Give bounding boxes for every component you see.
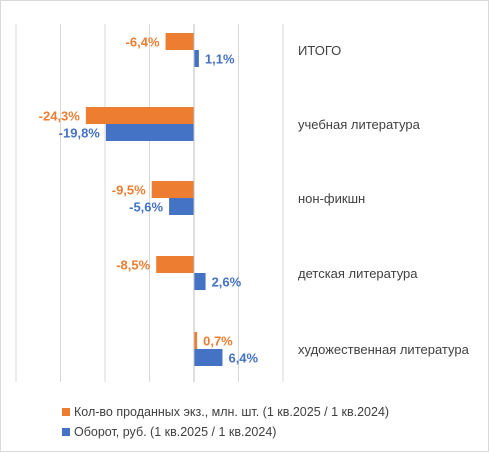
category-label: художественная литература (298, 342, 470, 357)
bar-units (165, 33, 194, 50)
data-label: -5,6% (129, 200, 163, 215)
legend-item-units: Кол-во проданных экз., млн. шт. (1 кв.20… (62, 402, 389, 422)
legend-swatch-units (62, 408, 70, 416)
data-label: 2,6% (212, 275, 242, 290)
bar-units (151, 181, 194, 198)
data-label: -9,5% (112, 183, 146, 198)
bar-turnover (105, 124, 194, 141)
bar-turnover (194, 273, 206, 290)
data-label: 0,7% (203, 334, 233, 349)
category-label: учебная литература (298, 117, 421, 132)
data-label: -8,5% (116, 258, 150, 273)
data-label: -6,4% (126, 35, 160, 50)
data-label: 6,4% (228, 351, 258, 366)
bar-turnover (169, 198, 194, 215)
bar-turnover (194, 50, 199, 67)
bar-units (156, 256, 194, 273)
data-label: -24,3% (39, 109, 81, 124)
category-label: ИТОГО (298, 43, 341, 58)
category-label: нон-фикшн (298, 191, 365, 206)
category-label: детская литература (298, 266, 418, 281)
bar-units (194, 332, 198, 349)
legend-swatch-turnover (62, 428, 70, 436)
data-label: 1,1% (205, 52, 235, 67)
legend-label-units: Кол-во проданных экз., млн. шт. (1 кв.20… (74, 405, 390, 419)
bar-chart: -6,4% 1,1% ИТОГО -24,3% -19,8% учебная литера… (15, 24, 470, 382)
data-label: -19,8% (59, 126, 101, 141)
bar-units (85, 107, 194, 124)
legend-item-turnover: Оборот, руб. (1 кв.2025 / 1 кв.2024) (62, 422, 389, 442)
bar-turnover (194, 349, 223, 366)
legend-label-turnover: Оборот, руб. (1 кв.2025 / 1 кв.2024) (74, 425, 277, 439)
legend: Кол-во проданных экз., млн. шт. (1 кв.20… (62, 402, 389, 442)
